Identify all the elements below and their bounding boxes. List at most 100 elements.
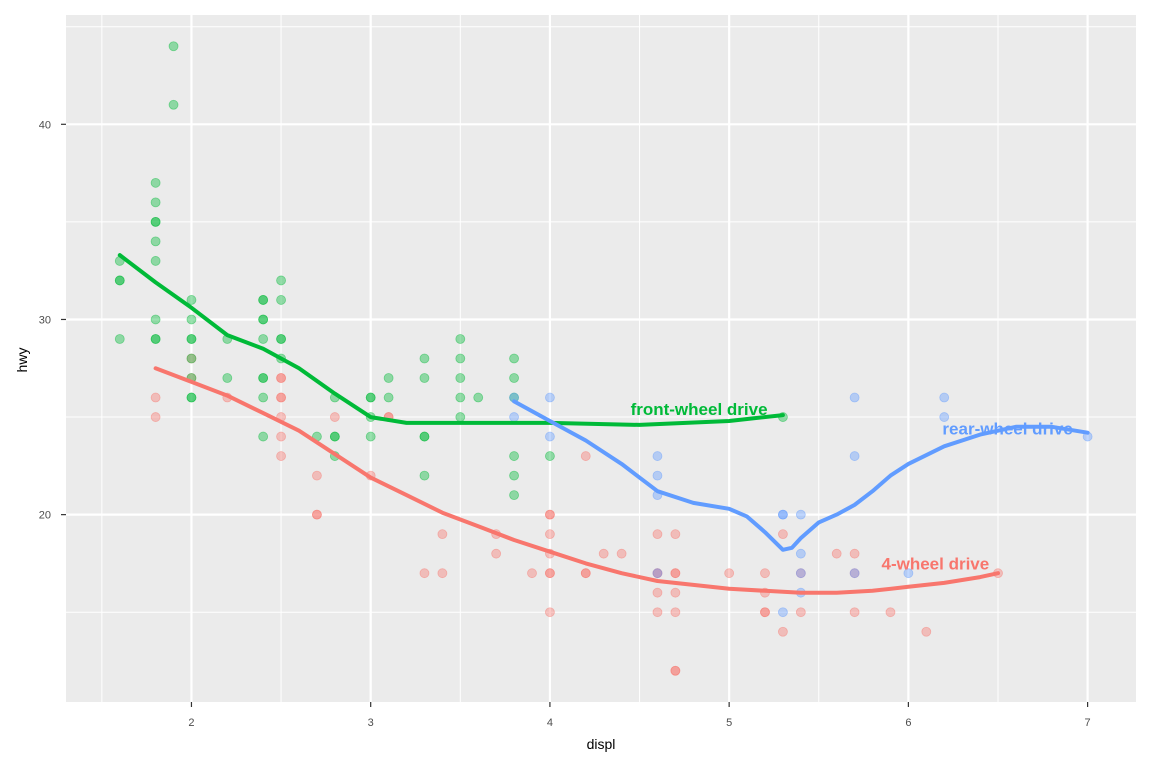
data-point — [545, 451, 555, 461]
data-point — [598, 548, 609, 559]
data-point — [383, 373, 394, 383]
data-point — [276, 334, 286, 344]
data-point — [150, 216, 161, 227]
data-point — [312, 509, 322, 520]
data-point — [527, 568, 537, 579]
data-point — [329, 431, 340, 442]
data-point — [473, 392, 484, 403]
data-point — [491, 548, 502, 559]
data-point — [778, 626, 788, 637]
data-point — [222, 373, 233, 383]
data-point — [455, 392, 466, 403]
data-point — [150, 197, 161, 208]
x-tick-label: 6 — [905, 717, 911, 729]
data-point — [186, 334, 197, 344]
data-point — [168, 99, 179, 110]
data-point — [670, 665, 681, 676]
data-point — [114, 334, 125, 344]
smooth-line — [512, 399, 1090, 552]
scatter-points — [114, 41, 1093, 676]
data-point — [114, 275, 125, 286]
y-tick-label: 30 — [39, 314, 51, 326]
data-point — [258, 373, 269, 383]
data-point — [795, 568, 806, 579]
data-point — [276, 373, 286, 383]
line-labels: 4-wheel drive front-wheel drive rear-wheel… — [631, 400, 1073, 573]
data-point — [778, 607, 788, 618]
data-point — [939, 392, 950, 403]
data-point — [455, 412, 466, 422]
data-point — [365, 431, 376, 442]
data-point — [276, 275, 286, 286]
y-tick-label: 20 — [39, 510, 51, 522]
data-point — [150, 412, 161, 422]
x-tick-label: 3 — [368, 717, 374, 729]
grid-minor — [66, 15, 1136, 702]
data-point — [652, 568, 663, 579]
data-point — [276, 295, 286, 305]
data-point — [921, 626, 932, 637]
data-point — [795, 568, 806, 579]
data-point — [186, 353, 197, 364]
data-point — [150, 314, 161, 325]
data-point — [545, 431, 555, 442]
data-point — [652, 607, 663, 618]
data-point — [939, 412, 950, 422]
data-point — [276, 431, 286, 442]
data-point — [652, 529, 663, 540]
data-point — [778, 529, 788, 540]
data-point — [849, 568, 860, 579]
smooth-line — [117, 253, 785, 427]
data-point — [670, 529, 681, 540]
x-axis-title: displ — [587, 736, 616, 752]
data-point — [849, 392, 860, 403]
smooth-lines — [117, 253, 1090, 595]
data-point — [849, 548, 860, 559]
data-point — [652, 587, 663, 598]
data-point — [276, 392, 286, 403]
x-tick-label: 4 — [547, 717, 553, 729]
data-point — [276, 334, 286, 344]
data-point — [580, 451, 591, 461]
data-point — [545, 568, 555, 579]
data-point — [509, 412, 519, 422]
data-point — [258, 314, 269, 325]
data-point — [849, 607, 860, 618]
data-point — [795, 509, 806, 520]
data-point — [670, 607, 681, 618]
data-point — [545, 509, 555, 520]
data-point — [186, 334, 197, 344]
data-point — [670, 568, 681, 579]
data-point — [670, 665, 681, 676]
data-point — [778, 509, 788, 520]
data-point — [329, 412, 340, 422]
data-point — [652, 568, 663, 579]
series-label: front-wheel drive — [631, 400, 768, 419]
data-point — [670, 568, 681, 579]
series-label: 4-wheel drive — [881, 554, 989, 573]
data-point — [258, 373, 269, 383]
data-point — [545, 509, 555, 520]
data-point — [258, 314, 269, 325]
data-point — [186, 295, 197, 305]
data-point — [150, 334, 161, 344]
data-point — [831, 548, 842, 559]
data-point — [903, 568, 914, 579]
data-point — [795, 548, 806, 559]
data-point — [545, 392, 555, 403]
data-point — [186, 353, 197, 364]
data-point — [258, 295, 269, 305]
data-point — [150, 236, 161, 247]
data-point — [437, 529, 448, 540]
data-point — [419, 373, 430, 383]
x-tick-label: 7 — [1085, 717, 1091, 729]
data-point — [258, 392, 269, 403]
x-tick-label: 5 — [726, 717, 732, 729]
data-point — [580, 568, 591, 579]
data-point — [724, 568, 735, 579]
data-point — [186, 314, 197, 325]
data-point — [509, 373, 519, 383]
x-tick-label: 2 — [188, 717, 194, 729]
data-point — [760, 607, 770, 618]
